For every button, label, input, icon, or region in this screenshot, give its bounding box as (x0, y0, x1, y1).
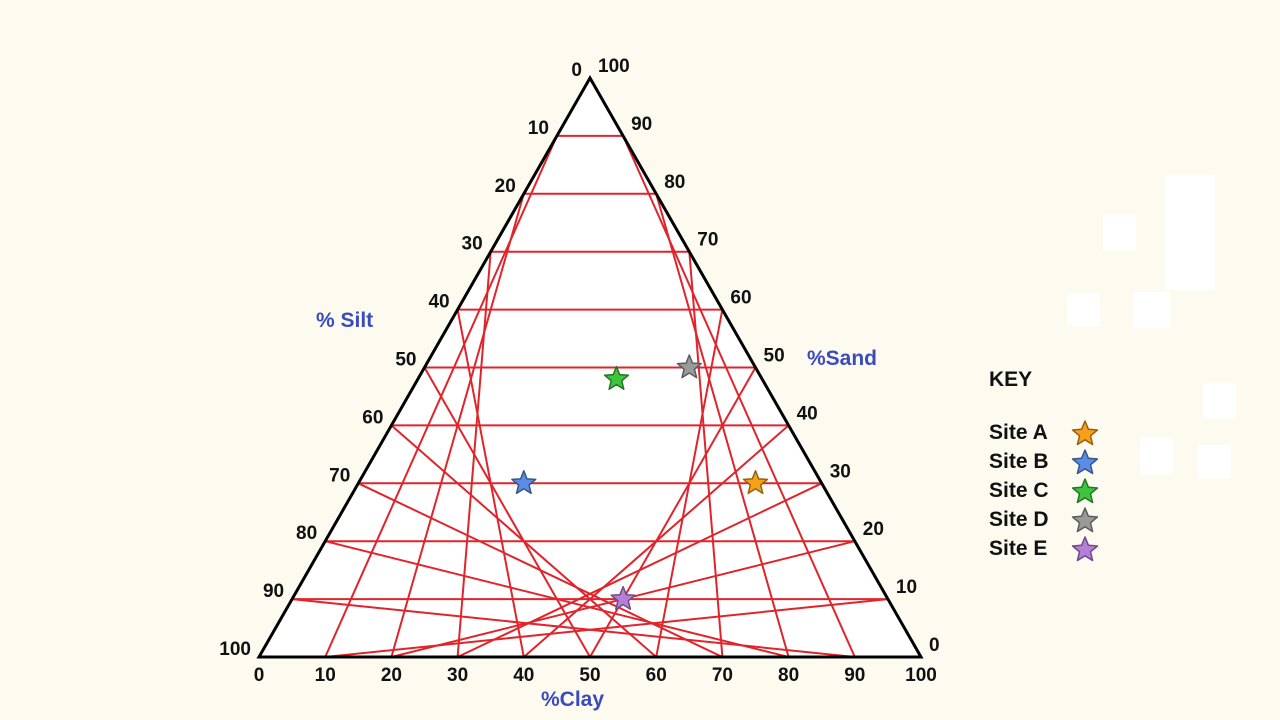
clay-tick-label: 40 (513, 665, 534, 686)
legend-item-label: Site E (989, 536, 1048, 560)
clay-tick-label: 60 (646, 665, 667, 686)
grid-line-diagonal (655, 309, 724, 658)
clay-tick-label: 70 (712, 665, 733, 686)
silt-tick-label: 90 (263, 581, 284, 602)
silt-tick-label: 60 (362, 407, 383, 428)
clay-tick-label: 90 (844, 665, 865, 686)
legend-item-label: Site C (989, 478, 1049, 502)
clay-tick-label: 50 (579, 665, 600, 686)
background-patch (1140, 438, 1173, 474)
silt-axis-title: % Silt (316, 309, 373, 332)
grid-lines (291, 134, 889, 658)
sand-tick-label: 0 (929, 635, 940, 656)
sand-tick-label: 50 (764, 346, 785, 367)
triangle-outline (256, 74, 924, 659)
grid-line-diagonal (291, 598, 855, 658)
silt-tick-label: 40 (428, 292, 449, 313)
sand-tick-label: 10 (896, 577, 917, 598)
data-point-site-a (742, 470, 769, 495)
sand-tick-label: 70 (697, 230, 718, 251)
background-patch (1103, 215, 1136, 250)
silt-tick-label: 70 (329, 465, 350, 486)
grid-line-diagonal (357, 482, 723, 658)
legend-items: Site A Site B Site C Site D Site E (989, 418, 1101, 563)
data-points (511, 354, 769, 610)
sand-tick-label: 40 (797, 403, 818, 424)
background-patch (1134, 292, 1170, 328)
clay-tick-label: 20 (381, 665, 402, 686)
data-point-site-d (676, 354, 702, 379)
background-patch (1067, 294, 1100, 326)
silt-tick-label: 80 (296, 523, 317, 544)
data-point-site-c (603, 365, 630, 390)
sand-tick-label: 30 (830, 461, 851, 482)
silt-tick-label: 30 (462, 234, 483, 255)
legend-item-label: Site A (989, 420, 1048, 444)
grid-line-diagonal (423, 367, 591, 658)
silt-tick-label: 10 (528, 118, 549, 139)
silt-tick-label: 50 (395, 350, 416, 371)
star-icon (1071, 535, 1099, 561)
sand-tick-label: 20 (863, 519, 884, 540)
background-patch (1203, 383, 1236, 418)
star-icon (1071, 448, 1099, 474)
legend-item-label: Site D (989, 507, 1049, 531)
sand-tick-label: 90 (631, 114, 652, 135)
clay-tick-label: 100 (905, 665, 937, 686)
grid-line-diagonal (324, 540, 789, 658)
grid-line-diagonal (688, 251, 724, 658)
clay-tick-label: 10 (315, 665, 336, 686)
sand-tick-label: 100 (598, 56, 630, 77)
star-icon (1071, 477, 1099, 503)
clay-tick-label: 80 (778, 665, 799, 686)
background-patch (1165, 175, 1215, 290)
silt-tick-label: 20 (495, 176, 516, 197)
sand-tick-label: 60 (730, 288, 751, 309)
silt-tick-labels: 0 10 20 30 40 50 60 70 80 90 100 (219, 60, 582, 660)
grid-line-diagonal (622, 135, 856, 658)
clay-axis-title: %Clay (541, 688, 604, 711)
background-patch (1198, 445, 1231, 478)
data-point-site-b (511, 470, 537, 495)
legend-item-site-d: Site D (989, 505, 1101, 534)
legend-item-site-a: Site A (989, 418, 1101, 447)
clay-tick-labels: 0 10 20 30 40 50 60 70 80 90 100 (254, 665, 937, 686)
legend: KEY Site A Site B Site C Site D Site E (989, 368, 1101, 563)
star-icon (1071, 506, 1099, 532)
legend-item-label: Site B (989, 449, 1049, 473)
grid-line-diagonal (655, 193, 790, 658)
silt-tick-label: 0 (571, 60, 582, 81)
clay-tick-label: 0 (254, 665, 265, 686)
clay-tick-label: 30 (447, 665, 468, 686)
sand-axis-title: %Sand (807, 347, 877, 370)
data-point-site-e (610, 585, 636, 610)
legend-item-site-e: Site E (989, 534, 1101, 563)
legend-title: KEY (989, 368, 1033, 391)
star-icon (1071, 419, 1099, 445)
silt-tick-label: 100 (219, 639, 251, 660)
grid-line-diagonal (390, 424, 657, 658)
legend-item-site-b: Site B (989, 447, 1101, 476)
legend-item-site-c: Site C (989, 476, 1101, 505)
sand-tick-label: 80 (664, 172, 685, 193)
